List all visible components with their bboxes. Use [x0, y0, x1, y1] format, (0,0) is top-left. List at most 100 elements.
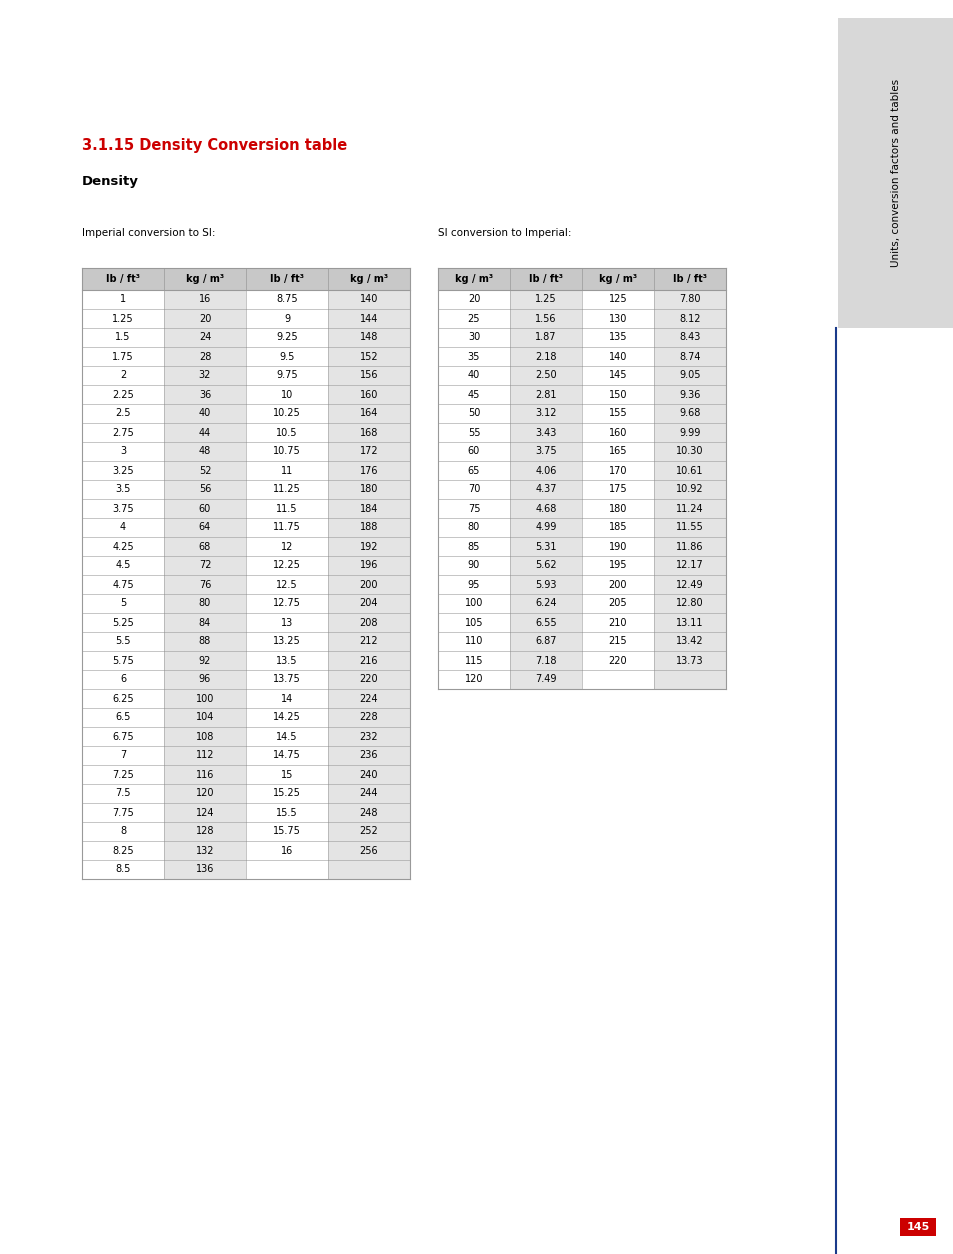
- Bar: [328, 765, 410, 784]
- Text: 11.24: 11.24: [676, 504, 703, 513]
- Text: 5.31: 5.31: [535, 542, 557, 552]
- Text: 5: 5: [120, 598, 126, 608]
- Text: 11.5: 11.5: [276, 504, 297, 513]
- Bar: [581, 518, 654, 537]
- Bar: [510, 537, 581, 556]
- Bar: [510, 576, 581, 594]
- Bar: [510, 347, 581, 366]
- Bar: [654, 480, 725, 499]
- Text: 124: 124: [195, 808, 214, 818]
- Text: 30: 30: [467, 332, 479, 342]
- Bar: [246, 518, 328, 537]
- Bar: [164, 860, 246, 879]
- Text: 7.80: 7.80: [679, 295, 700, 305]
- Text: 10.30: 10.30: [676, 446, 703, 456]
- Text: 128: 128: [195, 826, 214, 836]
- Bar: [654, 441, 725, 461]
- Text: 9.36: 9.36: [679, 390, 700, 400]
- Text: 5.75: 5.75: [112, 656, 133, 666]
- Bar: [437, 329, 510, 347]
- Bar: [510, 518, 581, 537]
- Bar: [437, 518, 510, 537]
- Bar: [164, 688, 246, 709]
- Text: 155: 155: [608, 409, 627, 419]
- Text: 7.18: 7.18: [535, 656, 557, 666]
- Text: 2: 2: [120, 370, 126, 380]
- Bar: [654, 347, 725, 366]
- Bar: [437, 385, 510, 404]
- Text: 195: 195: [608, 561, 626, 571]
- Bar: [328, 670, 410, 688]
- Bar: [328, 290, 410, 308]
- Bar: [437, 347, 510, 366]
- Bar: [246, 727, 328, 746]
- Text: 72: 72: [198, 561, 211, 571]
- Bar: [328, 688, 410, 709]
- Text: 228: 228: [359, 712, 378, 722]
- Bar: [581, 441, 654, 461]
- Bar: [581, 537, 654, 556]
- Bar: [654, 537, 725, 556]
- Bar: [246, 308, 328, 329]
- Text: 95: 95: [467, 579, 479, 589]
- Text: 152: 152: [359, 351, 378, 361]
- Bar: [581, 632, 654, 651]
- Bar: [82, 556, 164, 576]
- Bar: [164, 613, 246, 632]
- Bar: [82, 441, 164, 461]
- Bar: [82, 765, 164, 784]
- Text: 1: 1: [120, 295, 126, 305]
- Bar: [328, 576, 410, 594]
- Text: 8.25: 8.25: [112, 845, 133, 855]
- Text: 11.55: 11.55: [676, 523, 703, 533]
- Text: 1.25: 1.25: [112, 314, 133, 324]
- Bar: [510, 651, 581, 670]
- Text: SI conversion to Imperial:: SI conversion to Imperial:: [437, 228, 571, 238]
- Bar: [510, 594, 581, 613]
- Bar: [246, 823, 328, 841]
- Text: 9.75: 9.75: [276, 370, 297, 380]
- Text: 2.81: 2.81: [535, 390, 557, 400]
- Text: 92: 92: [198, 656, 211, 666]
- Bar: [581, 576, 654, 594]
- Bar: [510, 385, 581, 404]
- Bar: [510, 441, 581, 461]
- Bar: [328, 823, 410, 841]
- Text: 5.5: 5.5: [115, 637, 131, 647]
- Text: 36: 36: [198, 390, 211, 400]
- Text: 208: 208: [359, 617, 377, 627]
- Text: lb / ft³: lb / ft³: [529, 275, 562, 283]
- Text: 10.75: 10.75: [273, 446, 300, 456]
- Bar: [328, 594, 410, 613]
- Bar: [437, 366, 510, 385]
- Text: 120: 120: [195, 789, 214, 799]
- Bar: [437, 441, 510, 461]
- Text: 44: 44: [198, 428, 211, 438]
- Bar: [328, 480, 410, 499]
- Bar: [654, 556, 725, 576]
- Text: 4: 4: [120, 523, 126, 533]
- Bar: [82, 688, 164, 709]
- Bar: [328, 537, 410, 556]
- Text: 24: 24: [198, 332, 211, 342]
- Bar: [654, 385, 725, 404]
- Bar: [82, 709, 164, 727]
- Bar: [437, 404, 510, 423]
- Text: 13.73: 13.73: [676, 656, 703, 666]
- Bar: [437, 290, 510, 308]
- Bar: [581, 404, 654, 423]
- Bar: [581, 366, 654, 385]
- Text: 210: 210: [608, 617, 626, 627]
- Text: 40: 40: [198, 409, 211, 419]
- Text: 200: 200: [359, 579, 377, 589]
- Bar: [82, 518, 164, 537]
- Text: 7.75: 7.75: [112, 808, 133, 818]
- Text: 145: 145: [608, 370, 626, 380]
- Bar: [328, 385, 410, 404]
- Bar: [328, 441, 410, 461]
- Text: 224: 224: [359, 693, 378, 703]
- Bar: [654, 613, 725, 632]
- Bar: [82, 613, 164, 632]
- Bar: [328, 268, 410, 290]
- Bar: [82, 385, 164, 404]
